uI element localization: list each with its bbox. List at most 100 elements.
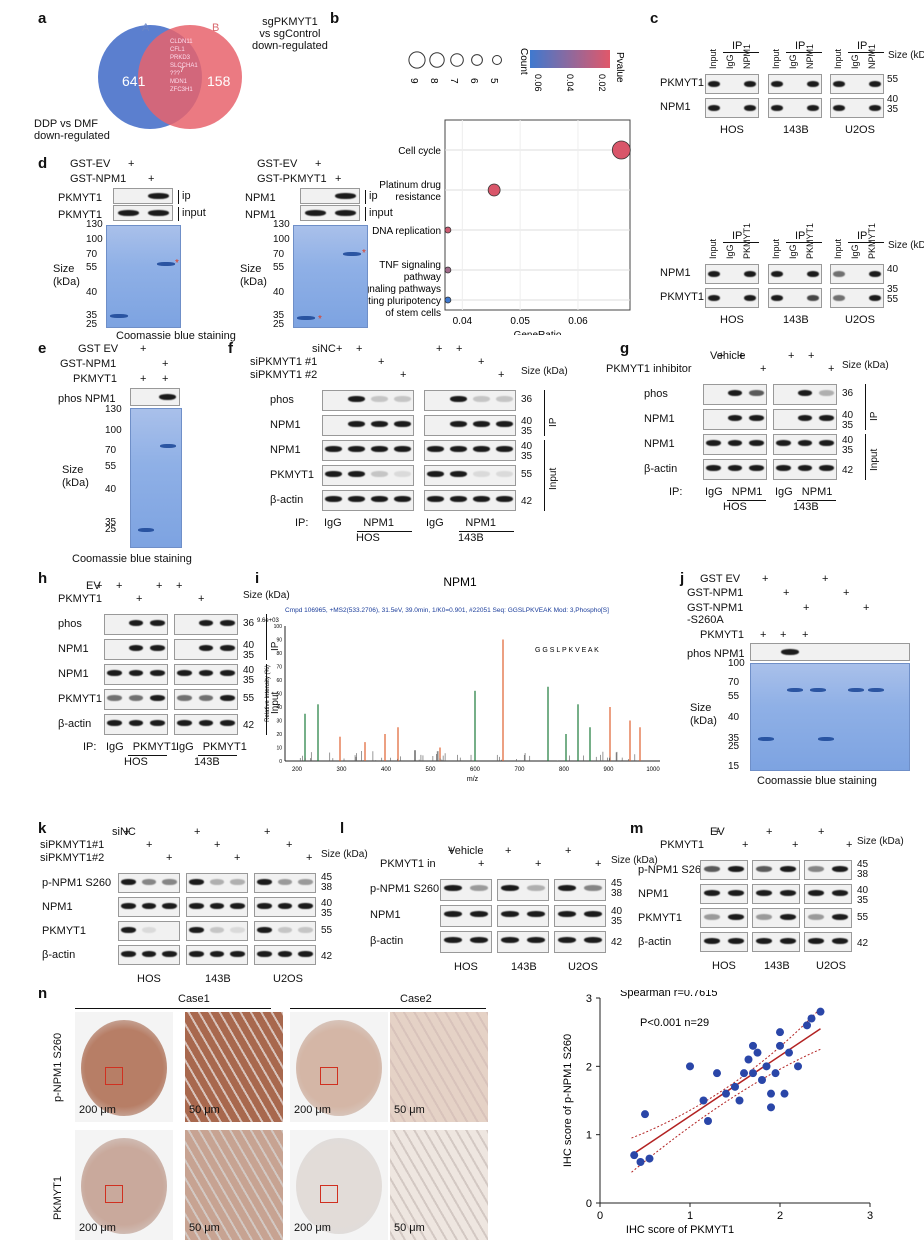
ip-target-label: PKMYT1 (203, 741, 247, 753)
pvalue-legend-tick: 0.06 (533, 74, 543, 92)
cell-line-label: U2OS (845, 314, 875, 326)
treatment-label: PKMYT1 (58, 593, 102, 605)
lane-header: Input (708, 49, 718, 69)
zoom-region-box (320, 1185, 338, 1203)
size-label: Size (kDa) (842, 360, 889, 371)
data-point (772, 1069, 780, 1077)
ihc-row-label: p-NPM1 S260 (52, 1033, 64, 1102)
spectrum-title: NPM1 (443, 575, 477, 589)
blot-band (527, 937, 545, 943)
y-tick: 60 (276, 678, 282, 684)
venn-gene: MDN1 (170, 78, 198, 86)
blot-band (177, 720, 192, 726)
scale-bar-label: 200 μm (294, 1104, 331, 1116)
count-legend-circle (472, 55, 483, 66)
size-label: Size (690, 702, 711, 714)
cell-line-label: U2OS (816, 960, 846, 972)
plus-sign: + (194, 826, 200, 838)
blot-band (756, 890, 773, 896)
data-point (794, 1062, 802, 1070)
size-label: (kDa) (240, 276, 267, 288)
plus-sign: + (718, 350, 724, 362)
panel-letter-l: l (340, 820, 344, 837)
scale-bar-label: 50 μm (189, 1104, 220, 1116)
divider (723, 52, 759, 53)
blot-band (708, 105, 721, 111)
mw-marker: 55 (728, 691, 739, 702)
plus-sign: + (148, 173, 154, 185)
plus-sign: + (818, 826, 824, 838)
blot-band (470, 937, 488, 943)
plus-sign: + (478, 356, 484, 368)
ihc-zoom: 50 μm (185, 1012, 283, 1122)
igg-label: IgG (426, 517, 444, 529)
data-point (630, 1151, 638, 1159)
plus-sign: + (335, 173, 341, 185)
blot-band (394, 471, 410, 477)
cell-line-label: 143B (511, 961, 537, 973)
blot-band (496, 446, 512, 452)
cell-line-label: HOS (720, 124, 744, 136)
row-label: NPM1 (58, 643, 89, 655)
ip-label: IP (857, 230, 867, 242)
blot-band (496, 471, 512, 477)
lane-header: IgG (850, 244, 860, 259)
lane-header: PKMYT1 (742, 223, 752, 259)
row-label: NPM1 (370, 909, 401, 921)
size-label: Size (kDa) (888, 50, 924, 61)
row-label: PKMYT1 (660, 77, 704, 89)
scale-bar-label: 50 μm (394, 1222, 425, 1234)
blot-band (150, 670, 165, 676)
mw-marker: 25 (273, 319, 284, 330)
plus-sign: + (780, 629, 786, 641)
x-tick: 1000 (646, 767, 660, 773)
blot-band (162, 879, 176, 885)
gst-bait-label: GST-PKMYT1 (257, 173, 327, 185)
blot-band (189, 951, 203, 957)
blot-band (798, 415, 813, 421)
plus-sign: + (286, 839, 292, 851)
blot-band (808, 938, 825, 944)
blot-band (278, 951, 292, 957)
row-label: PKMYT1 (638, 912, 682, 924)
plus-sign: + (166, 852, 172, 864)
confidence-lower (632, 1049, 821, 1172)
plus-sign: + (448, 845, 454, 857)
gst-bait-label: GST-NPM1 (70, 173, 126, 185)
blot-band (148, 193, 169, 199)
gel-caption: Coomassie blue staining (116, 330, 236, 342)
venn-label-right: sgPKMYT1 vs sgControl down-regulated (252, 16, 328, 52)
pvalue-gradient-bar (530, 50, 610, 68)
igg-label: IgG (176, 741, 194, 753)
blot-band (129, 645, 144, 651)
blot-band (706, 440, 721, 446)
lane-header: Input (771, 49, 781, 69)
cell-line-label: 143B (793, 501, 819, 513)
plus-sign: + (808, 350, 814, 362)
x-tick-label: 0.06 (568, 316, 588, 327)
gst-ev-label: GST-EV (257, 158, 297, 170)
ihc-overview: 200 μm (290, 1012, 388, 1122)
bracket-label: IP (548, 418, 559, 427)
treatment-label: siPKMYT1#1 (40, 839, 104, 851)
blot-band (278, 927, 292, 933)
blot-band (473, 421, 489, 427)
blot-band (558, 937, 576, 943)
blot-band (427, 471, 443, 477)
blot-band (780, 914, 797, 920)
row-label: β-actin (42, 949, 75, 961)
plus-sign: + (535, 858, 541, 870)
blot-band (148, 210, 169, 216)
scale-bar-label: 200 μm (294, 1222, 331, 1234)
mw-marker: 15 (728, 761, 739, 772)
blot-band (708, 271, 721, 277)
bracket (865, 384, 866, 430)
plus-sign: + (828, 363, 834, 375)
panel-letter-h: h (38, 570, 47, 587)
plus-sign: + (822, 573, 828, 585)
blot-band (833, 105, 846, 111)
ip-target-label: NPM1 (363, 517, 394, 529)
count-legend-circle (430, 53, 444, 67)
mw-marker: 70 (105, 445, 116, 456)
blot-band (833, 271, 846, 277)
